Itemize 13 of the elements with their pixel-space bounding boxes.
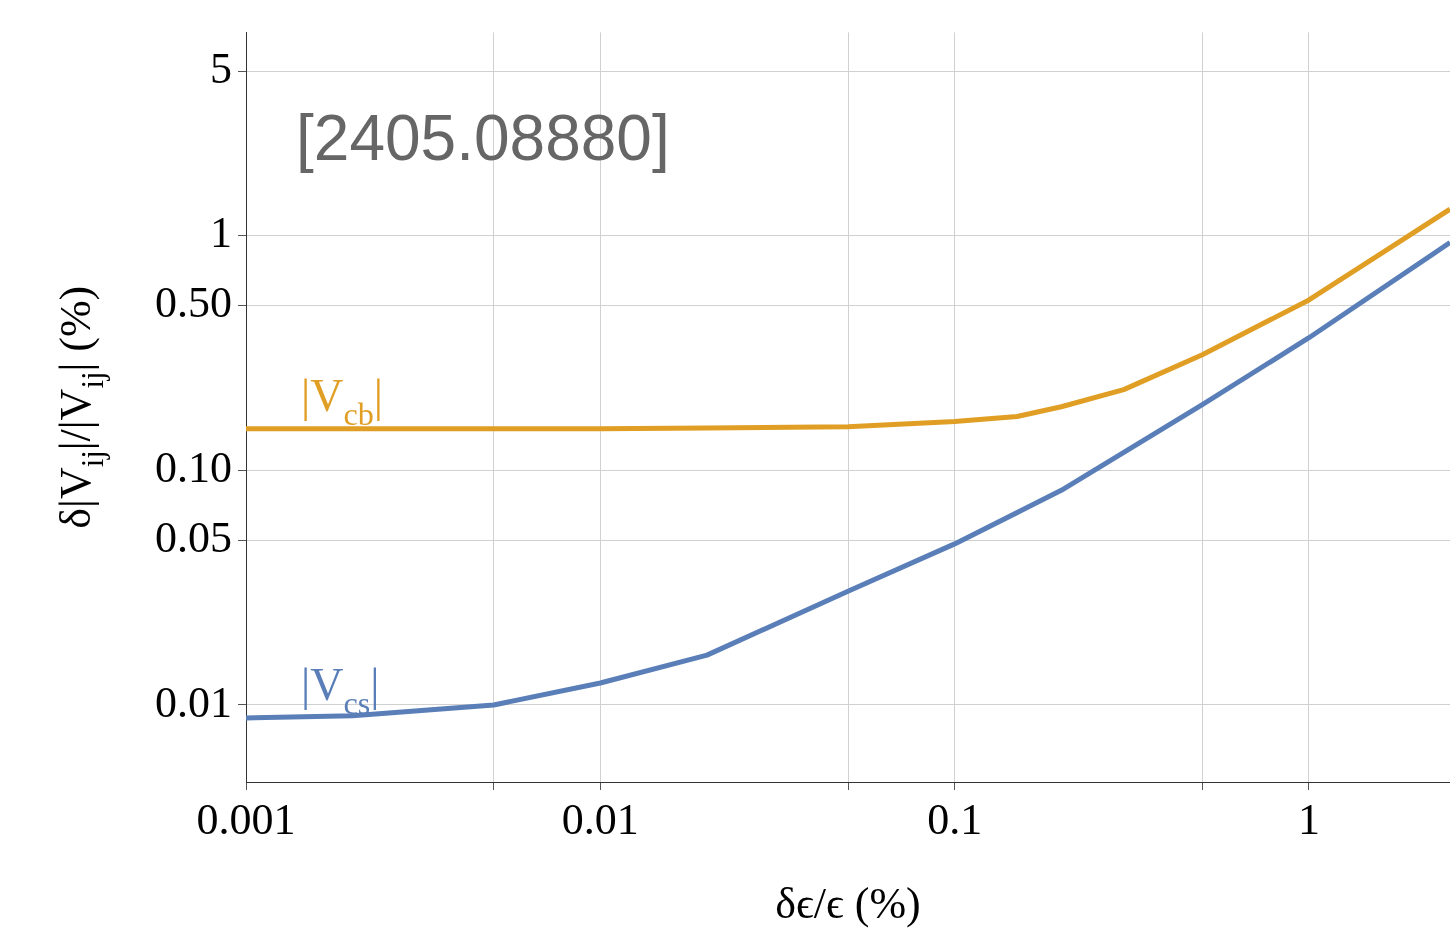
y-tick-label: 0.01 — [155, 677, 232, 727]
y-tick-label: 0.05 — [155, 513, 232, 563]
y-tick-label: 0.10 — [155, 442, 232, 492]
x-tick-label: 0.001 — [196, 794, 296, 844]
x-tick-label: 0.01 — [561, 794, 639, 844]
annotation: [2405.08880] — [296, 102, 670, 175]
y-tick-label: 5 — [210, 43, 232, 93]
x-tick-label: 0.1 — [927, 794, 983, 844]
y-tick-label: 1 — [210, 207, 232, 257]
y-axis-title: δ|Vij|/|Vij| (%) — [51, 285, 111, 529]
y-tick-label: 0.50 — [155, 278, 232, 328]
x-tick-label: 1 — [1298, 794, 1320, 844]
x-axis-title: δϵ/ϵ (%) — [775, 879, 921, 928]
